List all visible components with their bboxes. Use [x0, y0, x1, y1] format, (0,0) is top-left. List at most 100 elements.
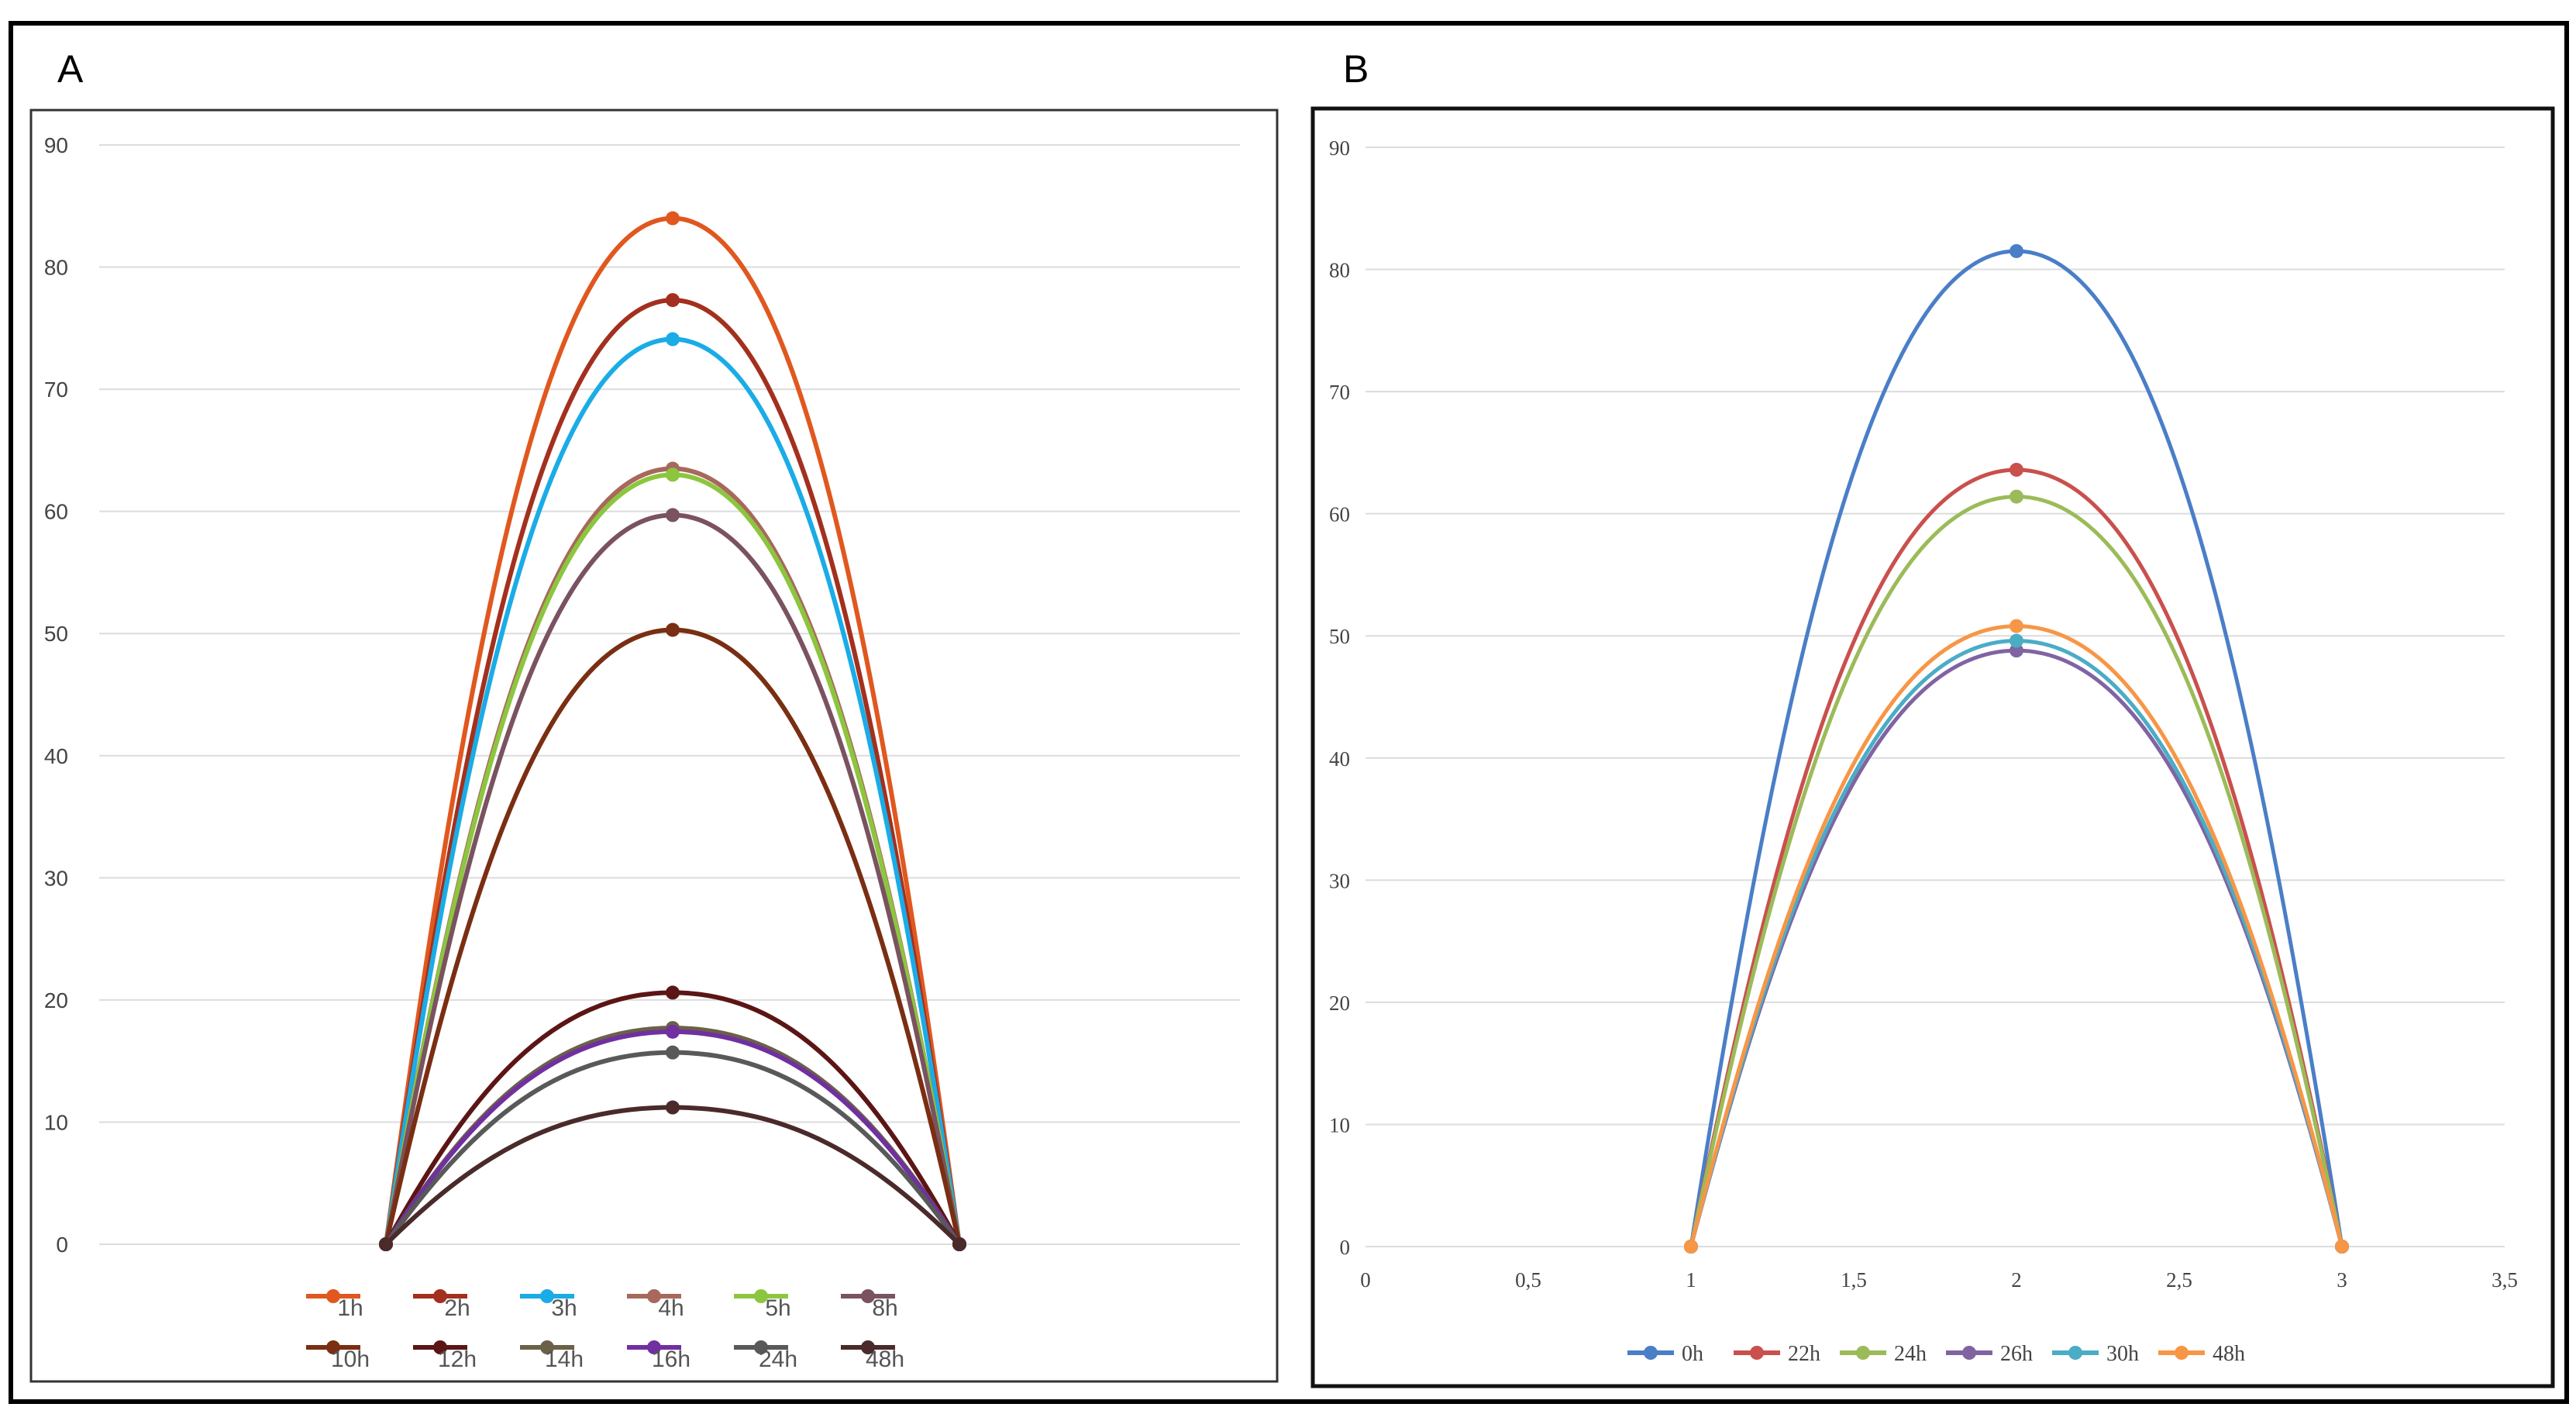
panel-b-legend-item-48h: 48h [2158, 1342, 2245, 1366]
panel-a-legend-marker-16h [647, 1340, 661, 1354]
panel-a-point-48h-2 [952, 1237, 966, 1251]
panel-a-legend-marker-12h [433, 1340, 447, 1354]
panel-b-y-tick-60: 60 [1329, 503, 1350, 526]
panel-a-point-5h-1 [666, 467, 680, 482]
panel-a-legend-label-5h: 5h [765, 1295, 790, 1321]
panel-b-point-30h-1 [2009, 633, 2023, 648]
panel-b-x-tick-3-5: 3,5 [2492, 1268, 2518, 1292]
panel-a-legend: 1h 2h 3h 4h 5h 8h 10h 12h 14h 16h 24h 48h [306, 1289, 904, 1372]
panel-a-y-tick-80: 80 [44, 256, 68, 280]
panel-a: A 0 10 20 30 40 50 60 70 80 90 1h 2h 3h 4h 5h 8h 10h 12h… [29, 47, 1279, 1383]
panel-b-y-tick-50: 50 [1329, 625, 1350, 648]
panel-a-legend-marker-5h [754, 1289, 768, 1303]
panel-a-legend-item-8h: 8h [841, 1289, 898, 1321]
panel-b-legend-marker-30h [2068, 1346, 2082, 1360]
panel-a-legend-label-24h: 24h [759, 1347, 797, 1372]
panel-a-point-24h-1 [666, 1045, 680, 1060]
panel-a-legend-item-2h: 2h [413, 1289, 470, 1321]
panel-b-legend-marker-24h [1856, 1346, 1870, 1360]
panel-a-y-tick-40: 40 [44, 744, 68, 768]
panel-a-y-tick-30: 30 [44, 866, 68, 890]
panel-a-y-tick-60: 60 [44, 500, 68, 524]
panel-b-y-tick-90: 90 [1329, 136, 1350, 160]
panel-a-legend-item-16h: 16h [627, 1340, 690, 1372]
panel-a-legend-marker-3h [540, 1289, 554, 1303]
panel-b-legend-label-24h: 24h [1894, 1342, 1927, 1366]
panel-b-legend-marker-0h [1644, 1346, 1658, 1360]
panel-b-legend-marker-48h [2175, 1346, 2189, 1360]
panel-b-point-48h-2 [2335, 1240, 2349, 1254]
panel-a-legend-item-1h: 1h [306, 1289, 363, 1321]
panel-b-legend-item-22h: 22h [1734, 1342, 1820, 1366]
panel-a-legend-marker-48h [861, 1340, 875, 1354]
panel-b-legend-label-22h: 22h [1788, 1342, 1820, 1366]
panel-b-legend-label-0h: 0h [1682, 1342, 1703, 1366]
panel-b-x-tick-2: 2 [2011, 1268, 2022, 1292]
panel-b-legend-label-30h: 30h [2106, 1342, 2139, 1366]
panel-b-y-tick-30: 30 [1329, 869, 1350, 892]
panel-b-legend-item-26h: 26h [1946, 1342, 2033, 1366]
panel-b: B 0 10 20 30 40 50 60 70 80 90 0 0,5 1 1,5 2 2,5 3 3,5 0… [1310, 47, 2555, 1388]
panel-a-legend-label-3h: 3h [551, 1295, 577, 1321]
panel-a-legend-marker-8h [861, 1289, 875, 1303]
panel-a-legend-item-24h: 24h [734, 1340, 797, 1372]
panel-a-point-2h-1 [666, 293, 680, 308]
panel-a-legend-item-5h: 5h [734, 1289, 791, 1321]
panel-b-point-0h-1 [2009, 243, 2023, 258]
panel-a-legend-label-12h: 12h [438, 1347, 477, 1372]
panel-a-legend-label-8h: 8h [872, 1295, 897, 1321]
panel-a-legend-item-14h: 14h [520, 1340, 584, 1372]
panel-a-legend-label-2h: 2h [444, 1295, 470, 1321]
panel-b-y-tick-10: 10 [1329, 1113, 1350, 1136]
panel-a-label: A [57, 47, 84, 91]
panel-b-y-tick-40: 40 [1329, 747, 1350, 771]
panel-a-y-tick-0: 0 [56, 1233, 68, 1257]
panel-b-label: B [1343, 47, 1369, 91]
panel-a-point-3h-1 [666, 332, 680, 347]
panel-a-legend-marker-2h [433, 1289, 447, 1303]
panel-a-point-48h-1 [666, 1100, 680, 1115]
panel-b-x-tick-1: 1 [1686, 1268, 1696, 1292]
panel-b-point-26h-1 [2009, 643, 2023, 658]
panel-a-legend-marker-14h [540, 1340, 554, 1354]
panel-b-legend-label-26h: 26h [2000, 1342, 2033, 1366]
panel-a-legend-item-4h: 4h [627, 1289, 684, 1321]
panel-b-plot-frame [1310, 106, 2555, 1388]
panel-a-y-tick-90: 90 [44, 133, 68, 157]
panel-a-legend-item-10h: 10h [306, 1340, 370, 1372]
panel-b-legend: 0h 22h 24h 26h 30h 48h [1627, 1342, 2245, 1366]
panel-a-point-8h-1 [666, 508, 680, 523]
panel-a-legend-marker-24h [754, 1340, 768, 1354]
panel-a-y-tick-70: 70 [44, 378, 68, 402]
panel-a-point-48h-0 [379, 1237, 393, 1251]
panel-b-legend-label-48h: 48h [2213, 1342, 2245, 1366]
panel-b-y-ticks: 0 10 20 30 40 50 60 70 80 90 [1329, 136, 1350, 1259]
panel-b-x-tick-2-5: 2,5 [2166, 1268, 2192, 1292]
panel-b-point-48h-1 [2009, 619, 2023, 633]
panel-a-y-ticks: 0 10 20 30 40 50 60 70 80 90 [44, 133, 68, 1257]
panel-a-legend-label-14h: 14h [545, 1347, 584, 1372]
panel-b-point-22h-1 [2009, 462, 2023, 477]
panel-b-legend-item-24h: 24h [1840, 1342, 1927, 1366]
panel-b-point-48h-0 [1684, 1240, 1698, 1254]
panel-b-gridlines [1365, 147, 2505, 1247]
panel-b-x-tick-0-5: 0,5 [1515, 1268, 1541, 1292]
panel-a-point-1h-1 [666, 211, 680, 226]
panel-b-y-tick-20: 20 [1329, 992, 1350, 1015]
panel-a-legend-label-10h: 10h [331, 1347, 370, 1372]
panel-a-gridlines [99, 144, 1240, 1245]
panel-b-x-ticks: 0 0,5 1 1,5 2 2,5 3 3,5 [1360, 1268, 2518, 1292]
panel-a-series [379, 211, 966, 1251]
panel-a-y-tick-50: 50 [44, 622, 68, 646]
panel-b-x-tick-3: 3 [2337, 1268, 2347, 1292]
panel-a-y-tick-10: 10 [44, 1110, 68, 1134]
panel-a-legend-label-48h: 48h [866, 1347, 904, 1372]
panel-b-x-tick-1-5: 1,5 [1841, 1268, 1867, 1292]
panel-b-legend-item-0h: 0h [1627, 1342, 1703, 1366]
panel-a-point-10h-1 [666, 623, 680, 637]
panel-b-x-tick-0: 0 [1360, 1268, 1371, 1292]
panel-a-point-16h-1 [666, 1024, 680, 1039]
panel-a-legend-item-12h: 12h [413, 1340, 477, 1372]
